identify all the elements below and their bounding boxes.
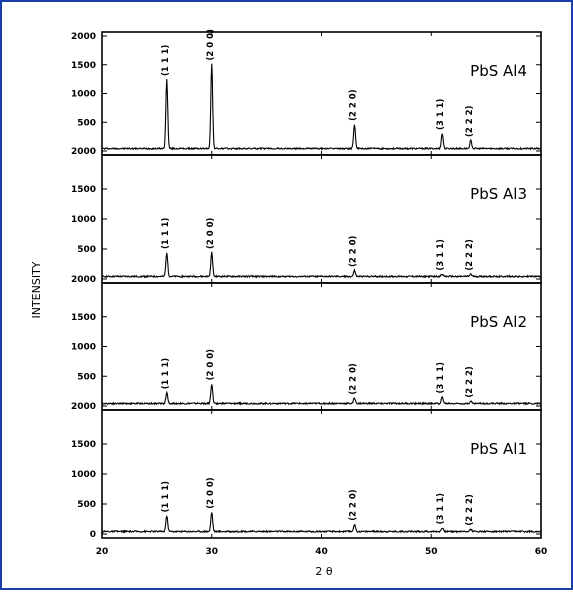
x-tick-label: 20: [96, 547, 109, 557]
x-tick-label: 60: [535, 547, 548, 557]
y-tick-label: 1500: [71, 313, 96, 323]
y-axis-title: INTENSITY: [30, 261, 43, 318]
y-tick-label: 1500: [71, 440, 96, 450]
peak-label: (1 1 1): [161, 358, 171, 390]
x-tick-label: 30: [205, 547, 218, 557]
y-tick-label: 2000: [71, 402, 96, 412]
peak-label: (2 0 0): [206, 29, 216, 61]
peak-label: (2 0 0): [206, 217, 216, 249]
xrd-series-line: [101, 251, 542, 279]
peak-label: (2 2 2): [465, 366, 475, 398]
y-tick-label: 2000: [71, 32, 96, 42]
panel-name-label: PbS Al4: [470, 62, 527, 80]
peak-label: (2 2 0): [348, 89, 358, 121]
y-tick-label: 500: [77, 118, 96, 128]
x-tick-label: 40: [315, 547, 328, 557]
peak-label: (3 1 1): [436, 99, 446, 131]
peak-label: (2 2 0): [348, 235, 358, 267]
panel-2: 1500 1000 500 2000 (1 1 1) (2 0 0) (2 2 0) (3 1…: [71, 154, 542, 285]
xrd-series-line: [101, 512, 542, 534]
peak-label: (1 1 1): [161, 481, 171, 513]
xrd-series-line: [101, 63, 542, 151]
peak-label: (3 1 1): [436, 239, 446, 271]
x-axis-title: 2 θ: [315, 565, 332, 578]
y-tick-label: 2000: [71, 275, 96, 285]
x-tick-label: 50: [425, 547, 438, 557]
peak-label: (2 2 2): [465, 239, 475, 271]
peak-label: (2 2 0): [348, 363, 358, 395]
y-tick-label: 1000: [71, 343, 96, 353]
panel-name-label: PbS Al3: [470, 185, 527, 203]
peak-label: (2 2 0): [348, 489, 358, 521]
y-tick-label: 500: [77, 500, 96, 510]
y-tick-label: 1500: [71, 185, 96, 195]
y-tick-label: 1000: [71, 470, 96, 480]
panel-name-label: PbS Al2: [470, 313, 527, 331]
xrd-series-line: [101, 384, 541, 406]
peak-label: (1 1 1): [161, 217, 171, 249]
peak-label: (2 0 0): [206, 349, 216, 381]
peak-label: (2 0 0): [206, 477, 216, 509]
peak-label: (1 1 1): [161, 44, 171, 76]
y-tick-label: 2000: [71, 147, 96, 157]
panel-3: 1500 1000 500 2000 (1 1 1) (2 0 0) (2 2 0) (3 1…: [71, 282, 542, 412]
panel-name-label: PbS Al1: [470, 440, 527, 458]
peak-label: (2 2 2): [465, 494, 475, 526]
y-tick-label: 500: [77, 372, 96, 382]
peak-label: (2 2 2): [465, 105, 475, 137]
y-tick-label: 0: [90, 530, 96, 540]
peak-label: (3 1 1): [436, 493, 446, 525]
panel-4: 1500 1000 500 0 (1 1 1) (2 0 0) (2 2 0) (3 1 1)…: [71, 409, 542, 540]
y-tick-label: 1000: [71, 215, 96, 225]
y-tick-label: 1000: [71, 90, 96, 100]
y-tick-label: 500: [77, 245, 96, 255]
y-tick-label: 1500: [71, 61, 96, 71]
peak-label: (3 1 1): [436, 362, 446, 394]
